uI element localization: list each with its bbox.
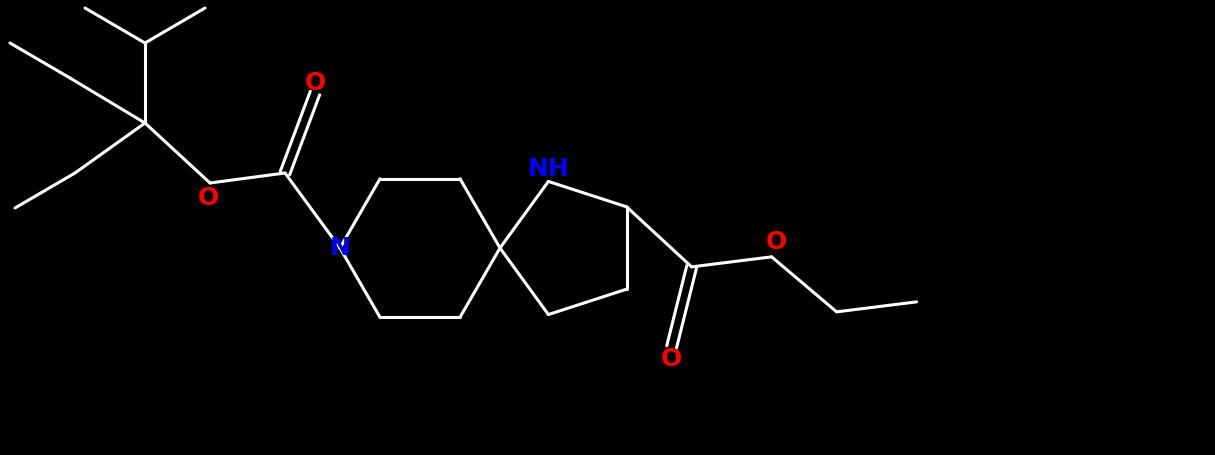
Text: O: O [305,71,326,95]
Text: O: O [197,186,219,210]
Text: O: O [661,347,683,371]
Text: O: O [765,230,787,254]
Text: NH: NH [527,157,570,182]
Text: N: N [329,236,350,260]
